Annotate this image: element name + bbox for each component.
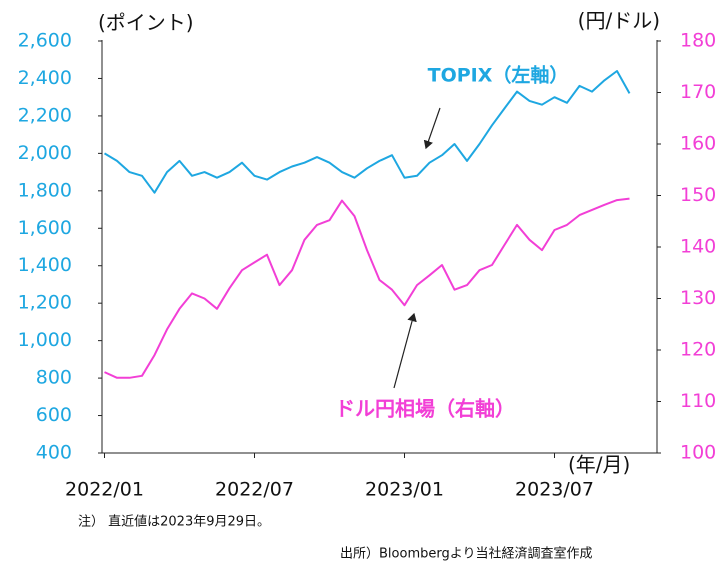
arrow [423, 107, 441, 150]
annotation: ドル円相場（右軸） [335, 397, 515, 421]
x-tick-label: 2022/07 [215, 479, 294, 501]
y2-tick-label: 140 [680, 236, 716, 258]
line-series [103, 70, 631, 194]
y2-tick-label: 160 [680, 133, 716, 155]
y2-tick-label: 130 [680, 287, 716, 309]
y2-tick-label: 150 [680, 184, 716, 206]
y-tick-label: 1,000 [18, 329, 72, 351]
y-tick-label: 800 [36, 367, 72, 389]
y-tick-label: 1,600 [18, 217, 72, 239]
y-tick-label: 2,200 [18, 104, 72, 126]
y-tick-label: 1,800 [18, 179, 72, 201]
annotation: TOPIX（左軸） [428, 64, 569, 87]
y-tick-label: 2,400 [18, 67, 72, 89]
y-tick-label: 2,600 [18, 30, 72, 52]
y2-tick-label: 170 [680, 81, 716, 103]
source: 出所）Bloombergより当社経済調査室作成 [340, 546, 592, 562]
note: 注） 直近値は2023年9月29日。 [78, 514, 270, 530]
x-tick-label: 2022/01 [65, 479, 144, 501]
y-unit-label: (ポイント) [98, 11, 194, 35]
y2-tick-label: 100 [680, 442, 716, 464]
y-tick-label: 400 [36, 442, 72, 464]
y2-tick-label: 110 [680, 390, 716, 412]
y-tick-label: 1,200 [18, 292, 72, 314]
y-tick-label: 1,400 [18, 254, 72, 276]
x-unit-label: (年/月) [568, 453, 630, 477]
y2-tick-label: 180 [680, 30, 716, 52]
y-tick-label: 2,000 [18, 142, 72, 164]
x-tick-label: 2023/01 [365, 479, 444, 501]
x-tick-label: 2023/07 [515, 479, 594, 501]
line-series [104, 197, 630, 379]
y-tick-label: 600 [36, 404, 72, 426]
arrow [393, 312, 417, 389]
y2-unit-label: (円/ドル) [578, 9, 660, 33]
y2-tick-label: 120 [680, 339, 716, 361]
